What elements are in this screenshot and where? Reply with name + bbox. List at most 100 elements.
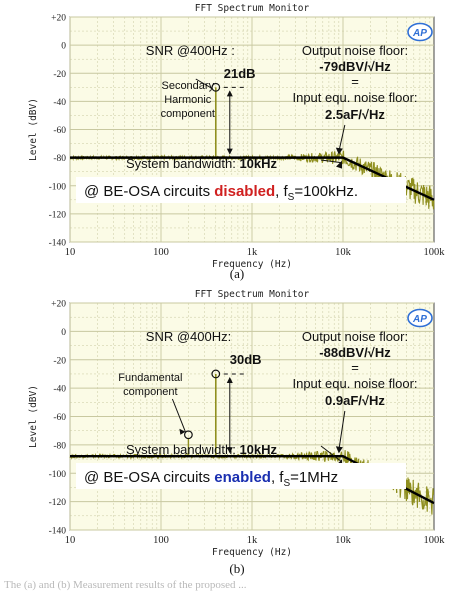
x-axis-label: Frequency (Hz) xyxy=(212,259,292,270)
peak-marker xyxy=(211,82,221,92)
y-tick-label: +20 xyxy=(51,14,66,24)
snr-arrow-head-up xyxy=(226,90,233,97)
y-axis-label: Level (dBV) xyxy=(28,98,39,161)
annotations: SNR @400Hz: 30dB Fundamental component Outpu… xyxy=(76,329,418,489)
chart-title: FFT Spectrum Monitor xyxy=(195,289,310,300)
ap-logo: AP xyxy=(407,308,433,328)
panel-label: (b) xyxy=(229,561,244,576)
x-tick-label: 100 xyxy=(153,247,169,258)
peak-label-line1: Secondary xyxy=(161,80,214,92)
fundamental-marker xyxy=(183,430,193,440)
fundamental-leader xyxy=(171,398,186,432)
ap-logo: AP xyxy=(407,22,433,42)
y-tick-label: -120 xyxy=(49,498,67,508)
peak-label-line2: component xyxy=(123,386,177,398)
caption-text: The (a) and (b) Measurement results of t… xyxy=(4,579,247,591)
condition-box xyxy=(76,463,406,489)
panel-label: (a) xyxy=(230,266,244,281)
y-tick-label: -80 xyxy=(53,154,66,164)
logo-text: AP xyxy=(412,314,427,325)
peak-marker xyxy=(211,369,221,379)
condition-sub: S xyxy=(283,478,290,489)
y-tick-label: 0 xyxy=(61,328,66,338)
x-tick-label: 10 xyxy=(65,247,76,258)
y-tick-label: -60 xyxy=(53,413,66,423)
in-noise-value: 2.5aF/√Hz xyxy=(325,107,385,122)
y-tick-label: +20 xyxy=(51,300,66,310)
bandwidth-value: 10kHz xyxy=(239,442,277,457)
x-tick-label: 100 xyxy=(153,535,169,546)
condition-text: @ BE-OSA circuits enabled, fS=1MHz xyxy=(84,469,338,489)
in-noise-label: Input equ. noise floor: xyxy=(292,376,417,391)
condition-sub: S xyxy=(288,192,295,203)
grid xyxy=(69,16,434,243)
condition-prefix: @ BE-OSA circuits xyxy=(84,183,214,200)
bandwidth-text: System bandwidth: 10kHz xyxy=(126,442,278,457)
y-tick-label: 0 xyxy=(61,42,66,52)
x-tick-label: 1k xyxy=(247,247,258,258)
noise-floor-arrow-head xyxy=(335,446,343,454)
bandwidth-text: System bandwidth: 10kHz xyxy=(126,156,278,171)
condition-state: disabled xyxy=(214,183,275,200)
snr-value: 21dB xyxy=(224,66,256,81)
out-noise-value: -88dBV/√Hz xyxy=(319,345,391,360)
snr-arrow-head-down xyxy=(226,447,233,454)
equals-sign: = xyxy=(351,74,359,89)
x-tick-label: 10k xyxy=(335,247,352,258)
bandwidth-label: System bandwidth: xyxy=(126,156,239,171)
y-axis-label: Level (dBV) xyxy=(28,385,39,448)
snr-label: SNR @400Hz: xyxy=(146,329,231,344)
logo-ring xyxy=(407,308,433,328)
bandwidth-label: System bandwidth: xyxy=(126,442,239,457)
chart-panel-b: FFT Spectrum Monitor +20 0 -20 -40 -60 -80 -100… xyxy=(28,289,445,576)
condition-state: enabled xyxy=(214,469,271,486)
condition-sep: , f xyxy=(275,183,288,200)
logo-text: AP xyxy=(412,28,427,39)
condition-freq: =1MHz xyxy=(290,469,338,486)
y-tick-label: -100 xyxy=(49,470,67,480)
x-tick-label: 1k xyxy=(247,535,258,546)
y-tick-label: -40 xyxy=(53,98,66,108)
x-tick-label: 10k xyxy=(335,535,352,546)
noise-floor-arrow xyxy=(338,410,346,451)
annotations: SNR @400Hz : 21dB Secondary Harmonic compone… xyxy=(76,43,418,203)
y-tick-label: -140 xyxy=(49,527,67,537)
chart-panel-a: FFT Spectrum Monitor +20 0 -20 -40 -60 -80 -100… xyxy=(28,3,445,281)
snr-arrow-head-up xyxy=(226,376,233,383)
y-tick-label: -100 xyxy=(49,182,67,192)
y-tick-label: -120 xyxy=(49,210,67,220)
y-tick-label: -60 xyxy=(53,126,66,136)
chart-title: FFT Spectrum Monitor xyxy=(195,3,310,14)
x-tick-label: 10 xyxy=(65,535,76,546)
condition-prefix: @ BE-OSA circuits xyxy=(84,469,214,486)
peak-label-line3: component xyxy=(161,108,215,120)
y-tick-label: -80 xyxy=(53,441,66,451)
snr-value: 30dB xyxy=(230,352,262,367)
grid xyxy=(69,302,434,531)
bandwidth-value: 10kHz xyxy=(239,156,277,171)
y-tick-label: -20 xyxy=(53,356,66,366)
condition-box xyxy=(76,177,406,203)
x-tick-label: 100k xyxy=(424,247,446,258)
y-tick-label: -40 xyxy=(53,385,66,395)
out-noise-label: Output noise floor: xyxy=(302,43,408,58)
bandwidth-arrow xyxy=(320,445,342,462)
condition-freq: =100kHz. xyxy=(294,183,358,200)
snr-arrow-head-down xyxy=(226,148,233,155)
x-axis-label: Frequency (Hz) xyxy=(212,547,292,558)
logo-ring xyxy=(407,22,433,42)
y-tick-label: -20 xyxy=(53,70,66,80)
bandwidth-arrow-head xyxy=(336,160,342,169)
snr-label: SNR @400Hz : xyxy=(146,43,235,58)
out-noise-label: Output noise floor: xyxy=(302,329,408,344)
condition-sep: , f xyxy=(271,469,284,486)
out-noise-value: -79dBV/√Hz xyxy=(319,59,391,74)
peak-label-line1: Fundamental xyxy=(118,372,182,384)
in-noise-value: 0.9aF/√Hz xyxy=(325,393,385,408)
bandwidth-arrow xyxy=(320,159,342,164)
x-tick-label: 100k xyxy=(424,535,446,546)
caption-strip: The (a) and (b) Measurement results of t… xyxy=(0,578,474,594)
peak-label-leader xyxy=(195,78,213,89)
y-tick-label: -140 xyxy=(49,239,67,249)
